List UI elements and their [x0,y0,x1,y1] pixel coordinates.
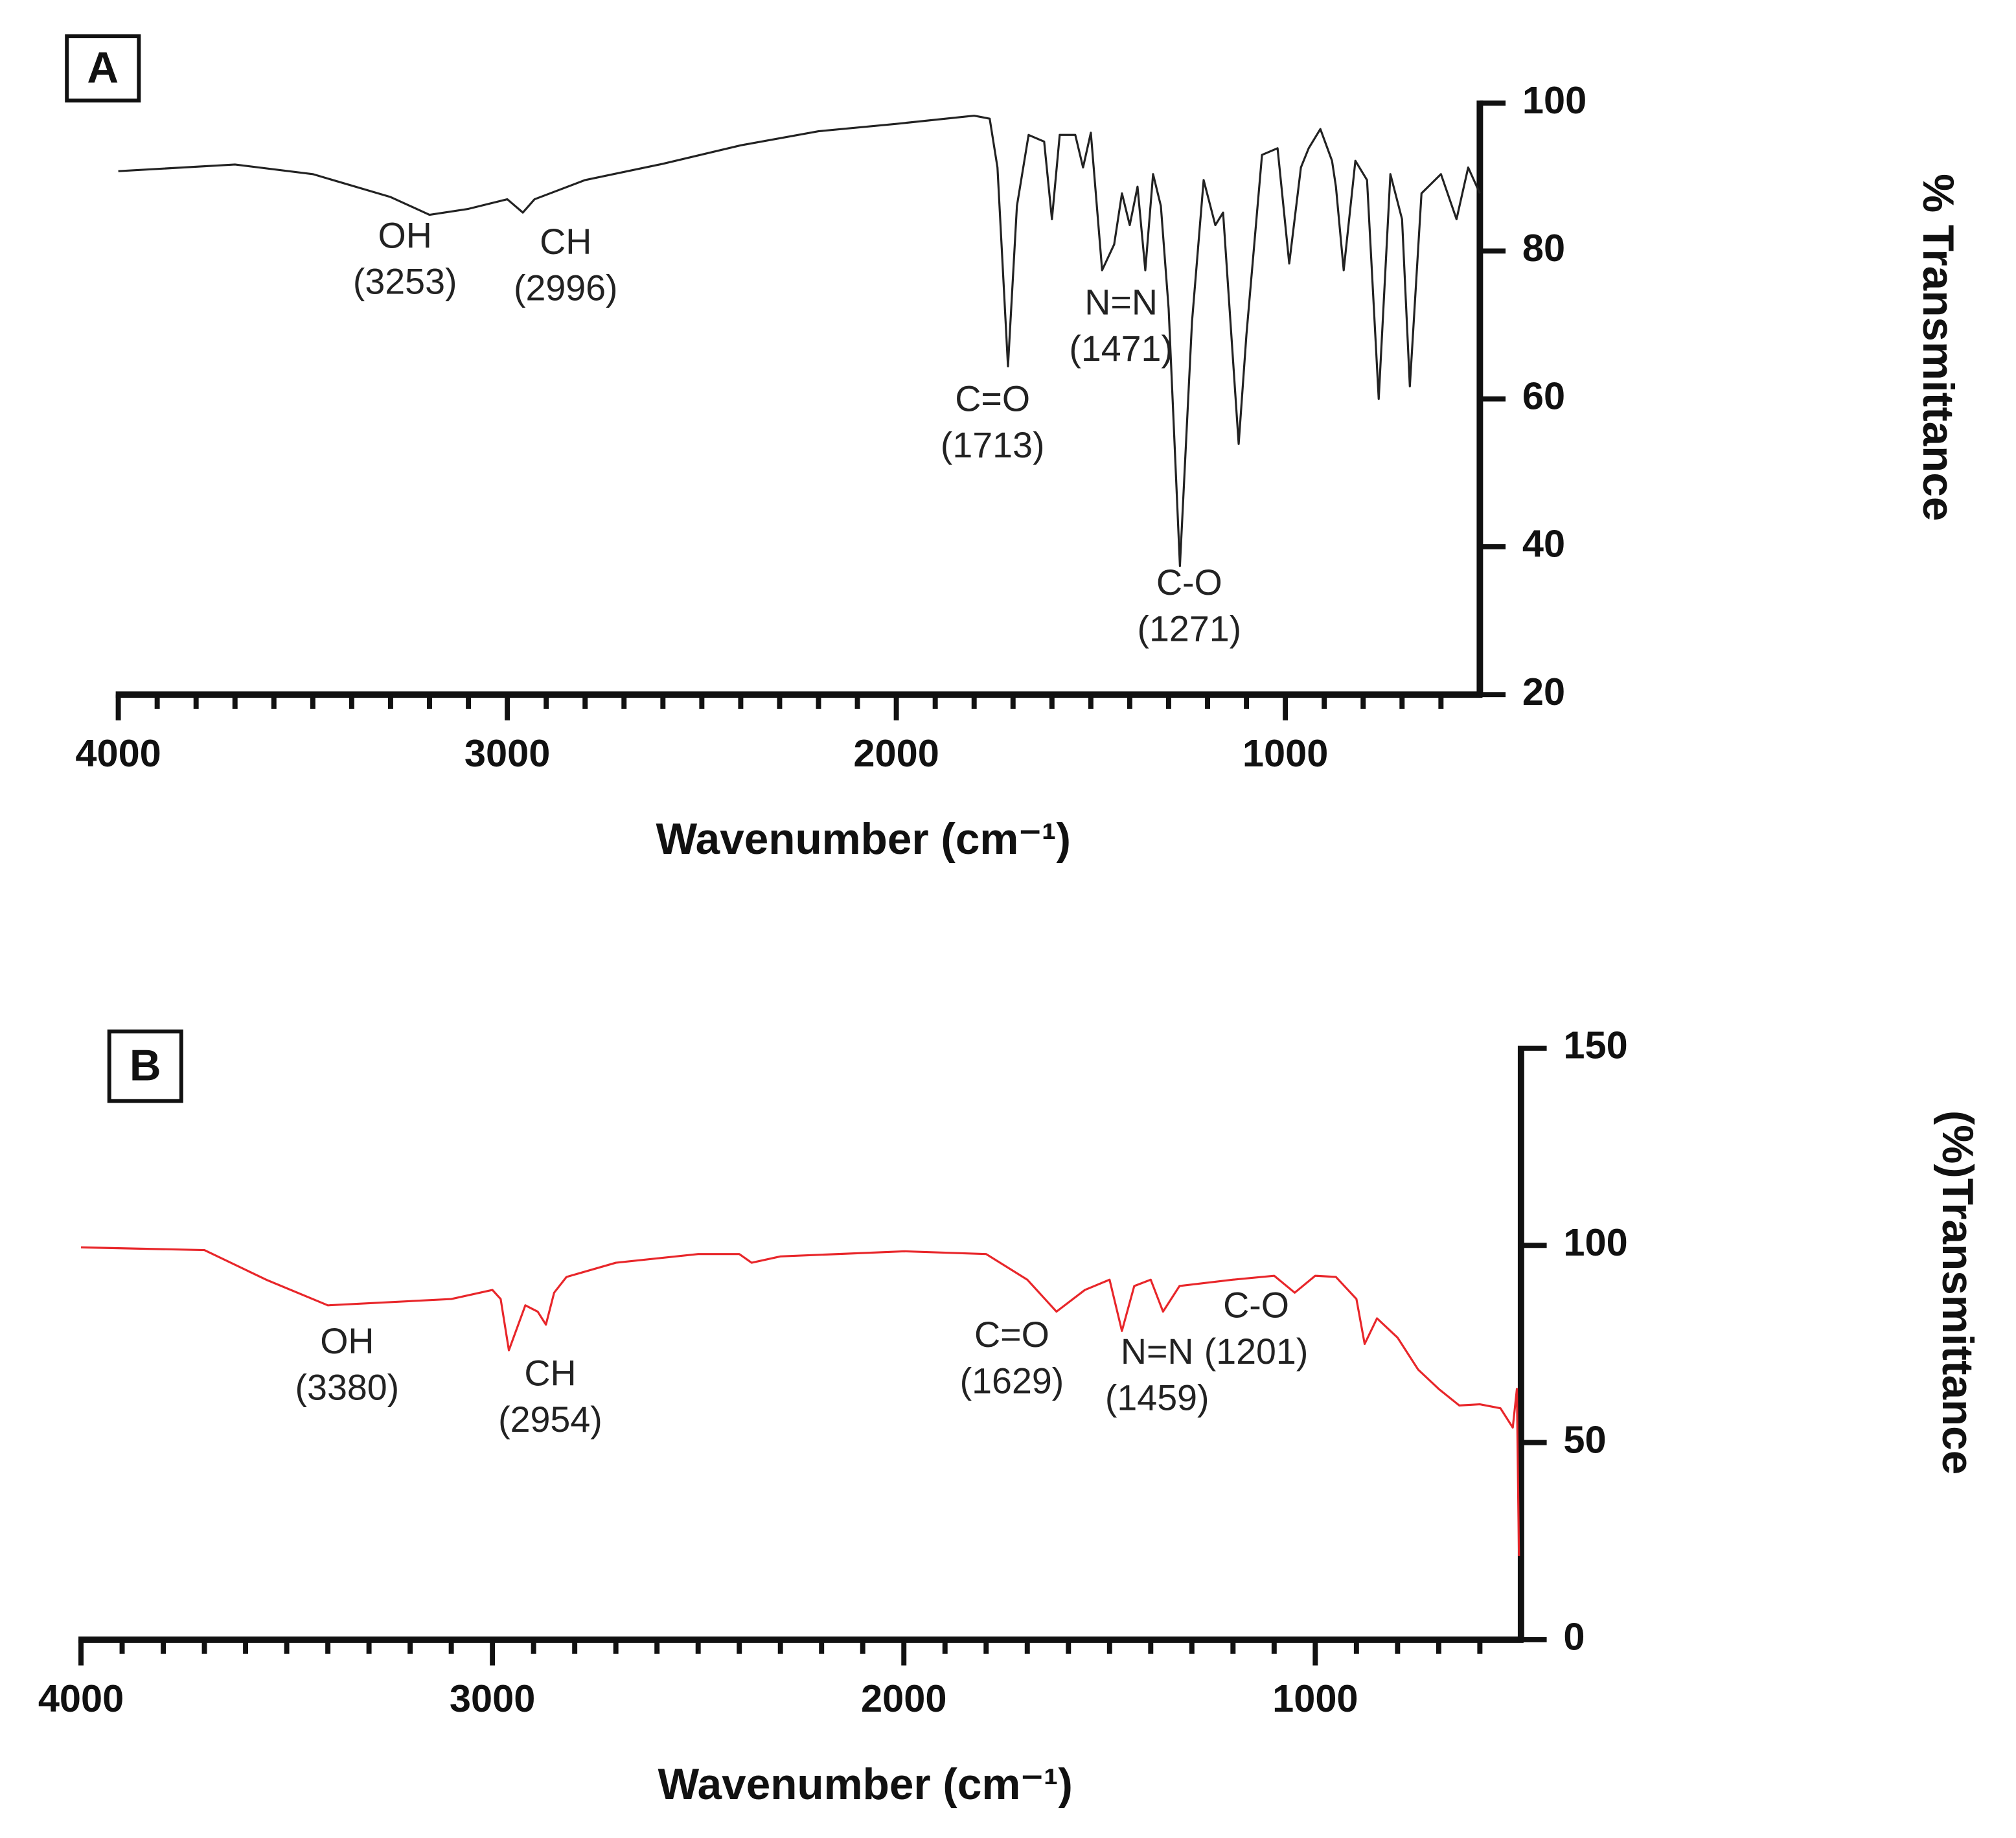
annotation-wavenumber: (1713) [941,425,1045,465]
annotation-wavenumber: (1201) [1204,1331,1309,1372]
annotation-name: C-O [1223,1285,1289,1326]
x-tick-label: 4000 [38,1677,124,1720]
y-tick-label: 0 [1563,1615,1585,1659]
annotation-wavenumber: (2996) [514,268,618,308]
x-tick-label: 1000 [1272,1677,1358,1720]
y-tick-label: 100 [1522,78,1586,122]
y-tick-label: 40 [1522,522,1565,566]
y-tick-label: 150 [1563,1024,1627,1067]
annotation-name: C=O [955,378,1030,419]
annotation-wavenumber: (1471) [1069,328,1173,369]
annotation-name: CH [540,222,591,262]
y-axis-title: % Transmittance [1914,174,1962,521]
annotation-name: N=N [1084,282,1158,322]
y-tick-label: 80 [1522,226,1565,270]
x-tick-label: 3000 [464,731,550,775]
y-tick-label: 100 [1563,1221,1627,1264]
y-tick-label: 60 [1522,374,1565,417]
panel-label: B [130,1042,161,1090]
annotation-name: N=N [1121,1331,1194,1372]
x-tick-label: 1000 [1243,731,1328,775]
annotation-wavenumber: (2954) [498,1399,602,1440]
x-tick-label: 4000 [75,731,161,775]
y-tick-label: 20 [1522,670,1565,713]
x-tick-label: 2000 [861,1677,946,1720]
x-tick-label: 2000 [853,731,939,775]
annotation-wavenumber: (1629) [960,1361,1064,1401]
x-axis-title: Wavenumber (cm⁻¹) [656,815,1071,864]
annotation-name: OH [378,215,432,255]
annotation-wavenumber: (1459) [1105,1377,1209,1418]
panel-box [65,34,141,103]
spectrum-line [118,115,1481,568]
x-tick-label: 3000 [450,1677,535,1720]
y-axis-title: (%)Transmittance [1933,1110,1982,1475]
panel-label: A [87,43,119,92]
annotation-wavenumber: (3253) [353,262,457,302]
x-axis-title: Wavenumber (cm⁻¹) [658,1760,1072,1809]
annotation-wavenumber: (3380) [295,1368,400,1408]
annotation-name: C=O [974,1315,1049,1355]
annotation-name: OH [320,1321,374,1361]
panel-box [107,1029,183,1103]
annotation-name: C-O [1156,562,1222,603]
y-tick-label: 50 [1563,1418,1606,1461]
annotation-wavenumber: (1271) [1138,609,1242,649]
spectrum-line [81,1246,1520,1556]
annotation-name: CH [524,1353,576,1394]
